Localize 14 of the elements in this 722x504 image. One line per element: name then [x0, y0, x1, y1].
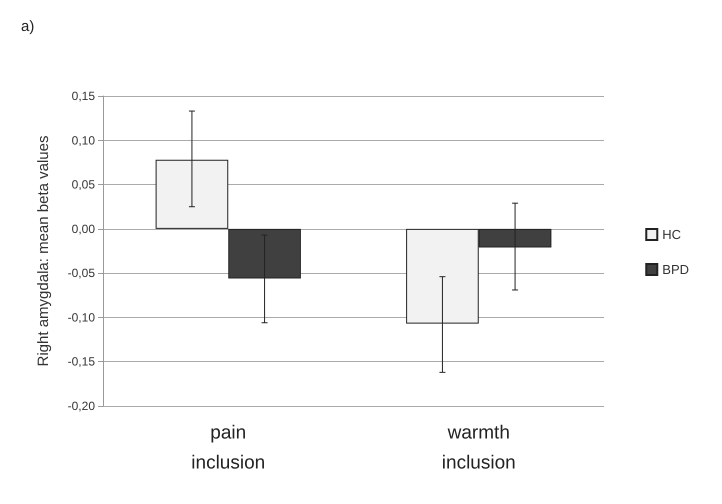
x-tick-label: warmth inclusion	[442, 422, 516, 474]
y-tick-label: -0,05	[68, 266, 96, 280]
y-axis-title: Right amygdala: mean beta values	[35, 136, 52, 366]
y-tick-label: 0,00	[72, 222, 96, 236]
y-tick-label: -0,15	[68, 354, 96, 369]
legend-label: BPD	[662, 262, 690, 277]
chart-title: a)	[21, 18, 34, 35]
legend-label: HC	[662, 227, 682, 242]
y-tick-label: -0,10	[68, 310, 96, 324]
y-tick-label: 0,10	[72, 133, 96, 148]
x-tick-label: pain inclusion	[191, 422, 266, 474]
y-tick-label: -0,20	[68, 399, 96, 413]
y-tick-label: 0,15	[72, 89, 96, 103]
y-tick-label: 0,05	[72, 178, 96, 192]
